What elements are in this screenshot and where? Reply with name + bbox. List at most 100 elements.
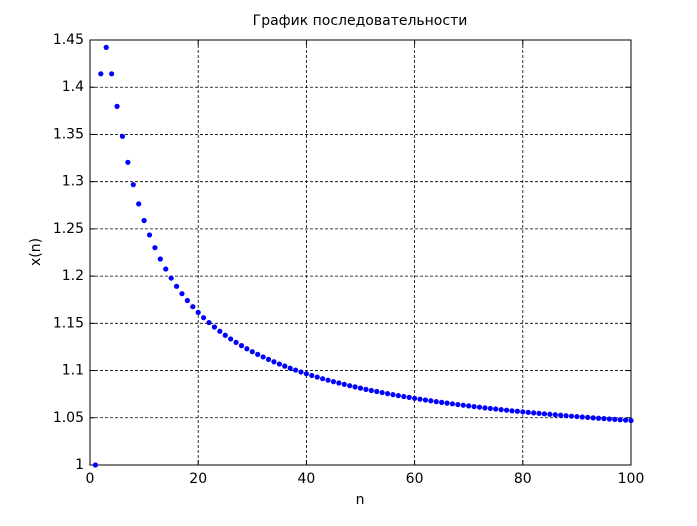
point — [157, 256, 163, 262]
point — [541, 411, 548, 417]
point — [233, 339, 239, 346]
point — [222, 332, 228, 338]
point — [292, 367, 299, 373]
point — [422, 397, 429, 403]
point — [487, 405, 493, 412]
point — [368, 387, 374, 394]
point — [303, 371, 309, 377]
point — [341, 381, 347, 387]
point — [265, 356, 272, 363]
point — [433, 399, 439, 405]
point — [374, 388, 380, 395]
point — [195, 309, 201, 315]
point — [130, 182, 136, 188]
point — [276, 361, 282, 367]
point — [136, 201, 142, 207]
axes-box — [89, 39, 632, 466]
point — [163, 266, 169, 272]
point — [325, 377, 331, 383]
point — [255, 351, 261, 358]
y-tick-label: 1.45 — [53, 32, 84, 48]
y-tick-label: 1.2 — [62, 268, 84, 284]
x-tick-label: 80 — [514, 471, 532, 487]
point — [298, 369, 304, 375]
x-tick-label: 60 — [406, 471, 424, 487]
y-tick-label: 1.05 — [53, 410, 84, 426]
plot-area — [90, 40, 631, 465]
point — [531, 410, 537, 416]
point — [271, 359, 277, 365]
point — [125, 159, 131, 165]
point — [201, 315, 207, 321]
point — [574, 413, 580, 420]
point — [476, 404, 483, 410]
point — [498, 407, 504, 413]
point — [141, 217, 147, 224]
point — [152, 245, 158, 251]
point — [460, 402, 466, 408]
point — [314, 374, 320, 380]
point — [628, 417, 634, 424]
point — [260, 354, 266, 360]
point — [563, 413, 569, 419]
point — [552, 412, 558, 418]
y-tick-label: 1.3 — [62, 174, 84, 190]
point — [466, 403, 472, 409]
point — [439, 399, 445, 405]
point — [558, 412, 564, 418]
x-axis-label: n — [356, 492, 365, 508]
point — [547, 411, 553, 417]
point — [190, 304, 196, 310]
point — [493, 406, 499, 412]
point — [206, 319, 212, 326]
point — [617, 417, 623, 423]
point — [417, 396, 423, 402]
point — [503, 407, 510, 413]
y-tick-label: 1.1 — [62, 363, 84, 379]
x-tick-label: 0 — [86, 471, 95, 487]
point — [379, 389, 385, 396]
y-tick-label: 1.4 — [62, 79, 84, 95]
point — [336, 380, 342, 386]
point — [482, 405, 488, 411]
point — [217, 328, 223, 334]
point — [612, 416, 618, 422]
point — [590, 415, 596, 421]
point — [282, 363, 288, 369]
point — [168, 275, 174, 281]
point — [98, 71, 104, 77]
x-tick-label: 100 — [618, 471, 645, 487]
point — [103, 44, 109, 50]
point — [109, 71, 115, 77]
y-tick-label: 1 — [75, 457, 84, 473]
point — [601, 416, 607, 422]
y-tick-label: 1.15 — [53, 315, 84, 331]
point — [179, 291, 185, 297]
point — [287, 365, 293, 371]
point — [455, 401, 461, 408]
x-tick-label: 40 — [297, 471, 315, 487]
point — [352, 384, 358, 390]
point — [173, 283, 180, 289]
point — [309, 372, 315, 379]
y-tick-label: 1.35 — [53, 126, 84, 142]
chart-title: График последовательности — [253, 13, 468, 29]
point — [347, 383, 353, 389]
point — [384, 391, 391, 397]
point — [92, 462, 99, 468]
point — [514, 408, 520, 414]
point — [228, 336, 234, 342]
point — [238, 343, 245, 349]
point — [119, 133, 126, 139]
point — [406, 394, 412, 400]
point — [211, 324, 218, 330]
point — [509, 408, 515, 414]
point — [184, 297, 190, 304]
y-axis-label: x(n) — [28, 238, 44, 266]
point — [536, 410, 542, 416]
point — [428, 398, 434, 404]
point — [363, 386, 369, 392]
point — [585, 414, 591, 420]
point — [520, 409, 526, 415]
point — [330, 379, 337, 385]
